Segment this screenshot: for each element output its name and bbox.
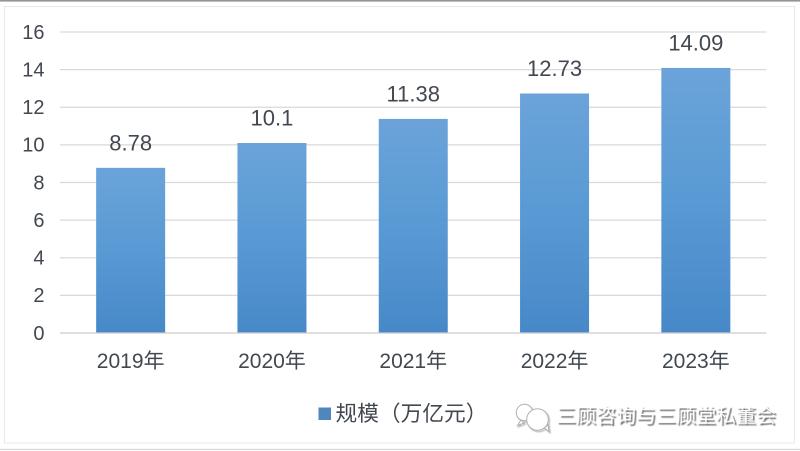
svg-text:11.38: 11.38: [387, 82, 440, 107]
svg-text:14.09: 14.09: [668, 31, 723, 56]
svg-text:4: 4: [33, 248, 44, 270]
svg-text:2023: 2023: [662, 350, 709, 373]
svg-text:0: 0: [33, 323, 44, 345]
svg-text:2019: 2019: [97, 350, 144, 373]
svg-text:6: 6: [33, 210, 44, 232]
svg-text:16: 16: [22, 22, 44, 44]
svg-text:8.78: 8.78: [109, 130, 152, 155]
svg-text:2020: 2020: [238, 350, 285, 373]
svg-text:12.73: 12.73: [527, 56, 582, 81]
svg-text:2021: 2021: [379, 350, 426, 373]
svg-text:8: 8: [33, 172, 44, 194]
svg-text:14: 14: [22, 59, 44, 81]
svg-text:2: 2: [33, 285, 44, 307]
svg-text:2022: 2022: [521, 350, 568, 373]
svg-text:10: 10: [22, 135, 44, 157]
svg-text:10.1: 10.1: [251, 106, 294, 131]
svg-text:12: 12: [22, 97, 44, 119]
